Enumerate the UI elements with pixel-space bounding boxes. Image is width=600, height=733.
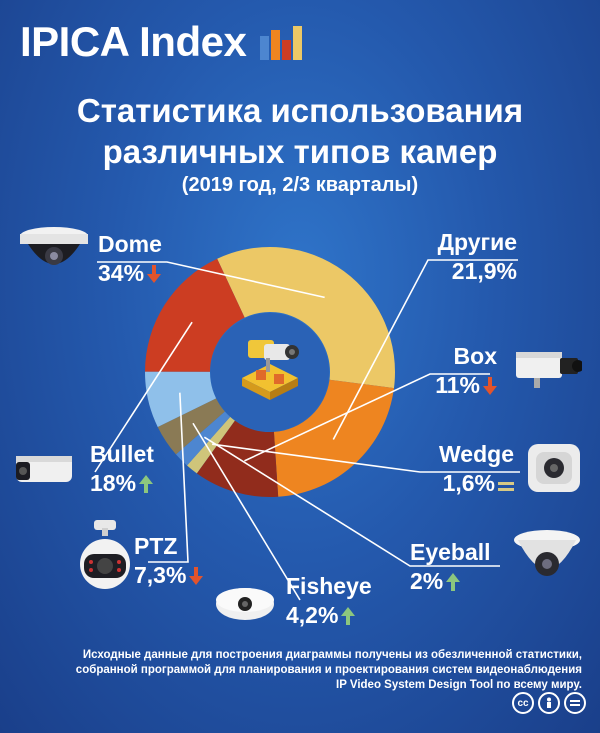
label-bullet-value: 18% [90,470,137,496]
donut-slice-fisheye [157,398,225,455]
trend-up-icon [139,470,154,500]
label-ptz: PTZ 7,3% [134,532,204,592]
label-ptz-value: 7,3% [134,562,187,588]
creative-commons-icon: cc [512,692,534,714]
brand: IPICA Index [20,18,304,66]
label-other-value: 21,9% [451,258,517,284]
label-box-name: Box [453,343,497,369]
donut-slice-dome [217,247,395,389]
eyeball-camera-icon [514,530,580,576]
leader-line-eyeball [203,436,500,567]
label-box-value: 11% [435,372,480,398]
box-camera-icon [516,352,582,388]
label-eyeball: Eyeball 2% [410,538,491,598]
label-other: Другие 21,9% [438,228,517,286]
ptz-camera-icon [80,520,130,589]
attribution-icon [538,692,560,714]
bar-chart-logo-icon [260,26,303,60]
label-eyeball-name: Eyeball [410,539,491,565]
label-fisheye-value: 4,2% [286,602,339,628]
leader-line-dome [97,261,325,299]
trend-up-icon [341,602,356,632]
label-fisheye-name: Fisheye [286,573,372,599]
footer-note: Исходные данные для построения диаграммы… [22,648,582,693]
trend-up-icon [446,568,461,598]
leader-line-wedge [212,443,520,473]
leader-line-box [244,373,490,462]
label-dome-name: Dome [98,231,162,257]
label-bullet-name: Bullet [90,441,154,467]
chart-subtitle: (2019 год, 2/3 кварталы) [181,174,419,196]
leader-line-bullet [94,321,193,473]
footer-line-2: собранной программой для планирования и … [75,664,582,676]
label-bullet: Bullet 18% [90,440,154,500]
label-wedge: Wedge 1,6% [439,440,514,500]
label-dome-value: 34% [98,260,145,286]
footer-line-1: Исходные данные для построения диаграммы… [82,649,582,661]
trend-equal-icon [498,470,514,500]
leader-line-другие [332,259,518,440]
trend-down-icon [483,372,497,402]
wedge-camera-icon [528,444,580,492]
label-wedge-name: Wedge [439,441,514,467]
fisheye-camera-icon [216,588,274,620]
trend-down-icon [147,260,162,290]
label-fisheye: Fisheye 4,2% [286,572,372,632]
center-camera-icon [242,340,299,400]
label-other-name: Другие [437,229,517,255]
label-dome: Dome 34% [98,230,162,290]
footer-line-3: IP Video System Design Tool по всему мир… [336,679,582,691]
leader-line-ptz [148,392,189,563]
trend-down-icon [189,562,204,592]
chart-title-line-1: Статистика использования [76,92,524,129]
brand-name: IPICA Index [20,18,247,65]
chart-title-line-2: различных типов камер [102,133,498,170]
donut-slice-wedge [187,416,235,474]
no-derivatives-icon [564,692,586,714]
label-eyeball-value: 2% [410,568,444,594]
label-wedge-value: 1,6% [442,470,495,496]
donut-slice-bullet [145,258,245,372]
label-ptz-name: PTZ [134,533,178,559]
leader-line-fisheye [192,422,301,601]
bullet-camera-icon [16,456,72,482]
dome-camera-icon [20,227,88,265]
label-box: Box 11% [435,342,497,402]
